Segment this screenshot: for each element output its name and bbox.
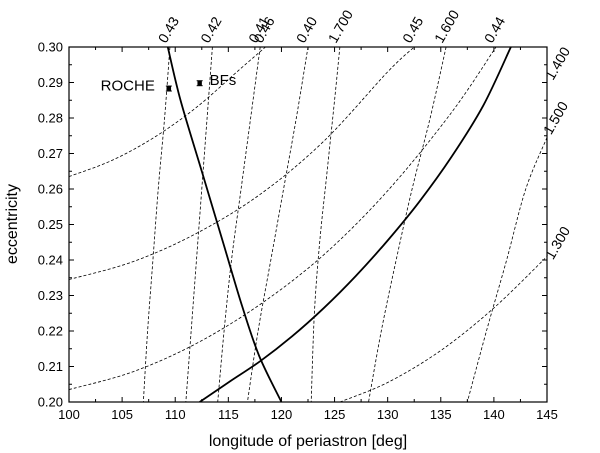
y-tick-label: 0.23: [38, 288, 63, 303]
plot-frame: [68, 46, 548, 403]
contour-label: 0.45: [399, 14, 427, 46]
x-axis-title: longitude of periastron [deg]: [209, 433, 407, 450]
dashed-contour-line: [217, 47, 261, 402]
dashed-contour-line: [185, 47, 213, 402]
x-tick-label: 145: [536, 407, 558, 422]
solid-curve: [166, 47, 283, 402]
y-axis-title: eccentricity: [4, 184, 21, 264]
dashed-contour-line: [69, 47, 415, 280]
y-tick-label: 0.24: [38, 253, 63, 268]
x-tick-label: 135: [430, 407, 452, 422]
x-tick-label: 120: [271, 407, 293, 422]
x-tick-label: 115: [218, 407, 239, 422]
data-points: ROCHE BFs: [101, 72, 237, 94]
y-tick-label: 0.26: [38, 182, 63, 197]
x-tick-label: 105: [111, 407, 133, 422]
contour-label: 0.43: [155, 14, 183, 46]
data-point-marker: [166, 86, 172, 91]
x-tick-label: 130: [377, 407, 399, 422]
contour-label: 0.40: [293, 14, 321, 46]
axis-ticks: 100 105 110 115 120 125 130 135 140 145 0.20 0.21 0.…: [38, 40, 558, 423]
dashed-contour-line: [339, 256, 547, 402]
dashed-contour-line: [69, 47, 266, 177]
dashed-contour-line: [525, 47, 527, 48]
contour-label: 1.600: [431, 7, 462, 46]
dashed-contour-line: [466, 137, 547, 402]
y-tick-label: 0.27: [38, 146, 63, 161]
solid-curves: [166, 47, 512, 402]
contour-label: 0.46: [250, 14, 278, 46]
contour-label: 0.44: [481, 14, 509, 46]
x-tick-label: 140: [483, 407, 505, 422]
y-tick-label: 0.29: [38, 75, 63, 90]
data-point-label: BFs: [210, 72, 237, 89]
dashed-contour-line: [142, 47, 171, 402]
dashed-contour-line: [69, 47, 497, 390]
y-tick-label: 0.20: [38, 395, 63, 410]
data-point-marker: [197, 81, 202, 86]
x-tick-label: 125: [324, 407, 346, 422]
y-tick-label: 0.21: [38, 359, 63, 374]
y-tick-label: 0.28: [38, 111, 63, 126]
contour-label: 1.700: [325, 7, 356, 46]
y-tick-label: 0.30: [38, 40, 63, 55]
x-tick-label: 110: [165, 407, 186, 422]
dashed-contour-line: [310, 47, 341, 402]
x-tick-label: 100: [58, 407, 80, 422]
y-tick-label: 0.22: [38, 324, 63, 339]
y-tick-label: 0.25: [38, 217, 63, 232]
solid-curve: [199, 47, 512, 402]
data-point-label: ROCHE: [101, 78, 155, 95]
dashed-contours: [69, 47, 547, 402]
dashed-contour-line: [247, 47, 309, 402]
contour-label: 0.42: [197, 14, 225, 46]
dashed-contour-line: [368, 47, 447, 402]
